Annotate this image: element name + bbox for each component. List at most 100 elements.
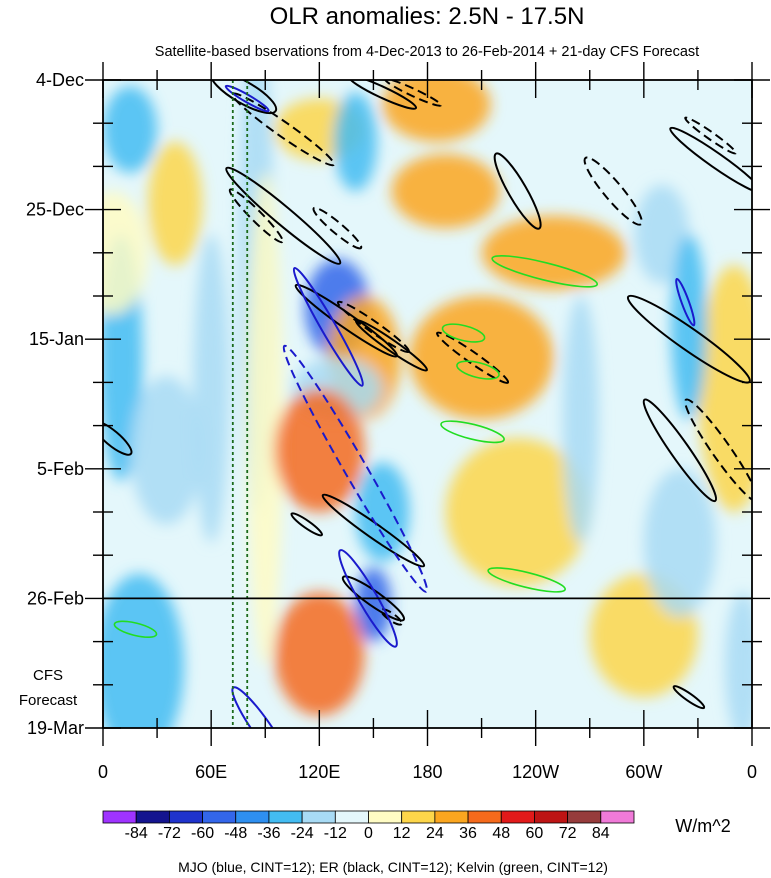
colorbar-tick-label: -12 — [324, 825, 347, 842]
colorbar-tick-label: 48 — [492, 825, 510, 842]
olr-anomaly-blob — [724, 592, 752, 728]
colorbar-swatch — [368, 810, 403, 824]
olr-anomaly-blob — [274, 592, 365, 716]
y-tick-label: 25-Dec — [26, 200, 84, 220]
reference-lines — [231, 80, 249, 728]
colorbar-swatch — [401, 810, 436, 824]
colorbar-tick-label: -36 — [257, 825, 280, 842]
colorbar-swatch — [567, 810, 602, 824]
olr-anomaly-blob — [274, 388, 365, 512]
colorbar-unit: W/m^2 — [675, 816, 730, 836]
mjo-contour — [292, 266, 364, 387]
colorbar-tick-label: -48 — [224, 825, 247, 842]
colorbar: -84 -72 -60 -48 -36 -24 -12 0 12 24 36 48 60 72 84 — [102, 810, 635, 842]
colorbar-swatch — [334, 810, 369, 824]
mjo-contour — [224, 84, 270, 113]
colorbar-tick-label: -24 — [291, 825, 314, 842]
olr-anomaly-blob — [130, 376, 203, 525]
olr-anomaly-blob — [103, 191, 149, 315]
er-contour — [347, 80, 418, 110]
olr-anomaly-blob — [355, 567, 392, 642]
er-contour — [354, 319, 428, 372]
kelvin-contour — [441, 323, 486, 343]
colorbar-swatch — [434, 810, 469, 824]
colorbar-tick-label: -84 — [125, 825, 148, 842]
colorbar-tick-label: 24 — [426, 825, 444, 842]
colorbar-tick-label: 84 — [592, 825, 610, 842]
colorbar-swatch — [168, 810, 203, 824]
colorbar-swatch — [135, 810, 170, 824]
y-tick-label: 5-Feb — [37, 459, 84, 479]
er-contour — [493, 152, 542, 230]
er-contour — [436, 331, 510, 384]
kelvin-contour — [113, 620, 158, 639]
colorbar-swatch — [202, 810, 237, 824]
er-contour — [321, 493, 426, 568]
kelvin-contour — [491, 254, 598, 288]
colorbar-swatch — [268, 810, 303, 824]
colorbar-swatch — [102, 810, 137, 824]
colorbar-tick-label: 36 — [459, 825, 477, 842]
olr-anomaly-blob — [697, 265, 752, 512]
olr-anomaly-blob — [634, 184, 689, 284]
kelvin-contour — [456, 360, 500, 380]
er-contour — [669, 126, 752, 194]
er-contour — [380, 608, 403, 626]
x-tick-label: 60E — [195, 762, 227, 782]
y-axis: 4-Dec 25-Dec 15-Jan 5-Feb 26-Feb 19-Mar — [26, 70, 770, 738]
mjo-contour — [675, 277, 696, 327]
er-contour — [231, 92, 336, 167]
colorbar-tick-label: 0 — [364, 825, 373, 842]
er-contour — [384, 80, 443, 107]
er-contour — [642, 398, 718, 503]
y-tick-label: 15-Jan — [29, 329, 84, 349]
y-tick-label: 26-Feb — [27, 588, 84, 608]
olr-anomaly-blob — [103, 86, 158, 173]
colorbar-swatch — [500, 810, 535, 824]
er-contour — [103, 420, 133, 456]
er-contour — [290, 512, 324, 537]
chart-subtitle: Satellite-based bservations from 4-Dec-2… — [155, 44, 699, 60]
x-tick-label: 60W — [625, 762, 662, 782]
olr-anomaly-blob — [409, 296, 554, 420]
olr-anomaly-blob — [103, 573, 185, 728]
olr-anomaly-blob — [391, 154, 500, 229]
colorbar-tick-label: -72 — [158, 825, 181, 842]
olr-anomaly-blob — [562, 296, 599, 543]
olr-anomaly-blob — [445, 437, 590, 587]
kelvin-contour — [440, 420, 505, 444]
olr-anomaly-blob — [643, 468, 716, 617]
olr-anomaly-blob — [333, 92, 378, 192]
x-tick-label: 120E — [298, 762, 340, 782]
colorbar-tick-label: -60 — [191, 825, 214, 842]
olr-anomaly-blob — [355, 462, 410, 562]
colorbar-swatch — [301, 810, 336, 824]
er-contour — [341, 575, 406, 622]
forecast-label-line1: CFS — [33, 667, 63, 684]
olr-anomaly-field — [103, 80, 752, 728]
y-tick-label: 4-Dec — [36, 70, 84, 90]
plot-area — [103, 80, 752, 728]
forecast-label-line2: Forecast — [19, 692, 78, 709]
colorbar-tick-label: 12 — [393, 825, 411, 842]
footnote: MJO (blue, CINT=12); ER (black, CINT=12)… — [178, 859, 608, 875]
olr-anomaly-blob — [247, 172, 284, 667]
x-tick-label: 180 — [412, 762, 442, 782]
er-contour — [225, 166, 342, 265]
er-contour — [312, 206, 363, 250]
colorbar-tick-label: 60 — [526, 825, 544, 842]
x-tick-label: 0 — [747, 762, 757, 782]
x-tick-label: 0 — [98, 762, 108, 782]
chart-title: OLR anomalies: 2.5N - 17.5N — [270, 3, 585, 30]
colorbar-tick-label: 72 — [559, 825, 577, 842]
er-contour — [626, 294, 751, 384]
mjo-contour — [338, 549, 398, 648]
colorbar-swatch — [600, 810, 635, 824]
colorbar-swatch — [235, 810, 270, 824]
colorbar-swatch — [467, 810, 502, 824]
colorbar-swatch — [534, 810, 569, 824]
olr-anomaly-blob — [193, 234, 230, 543]
er-contour — [684, 398, 752, 503]
y-tick-label: 19-Mar — [27, 718, 84, 738]
